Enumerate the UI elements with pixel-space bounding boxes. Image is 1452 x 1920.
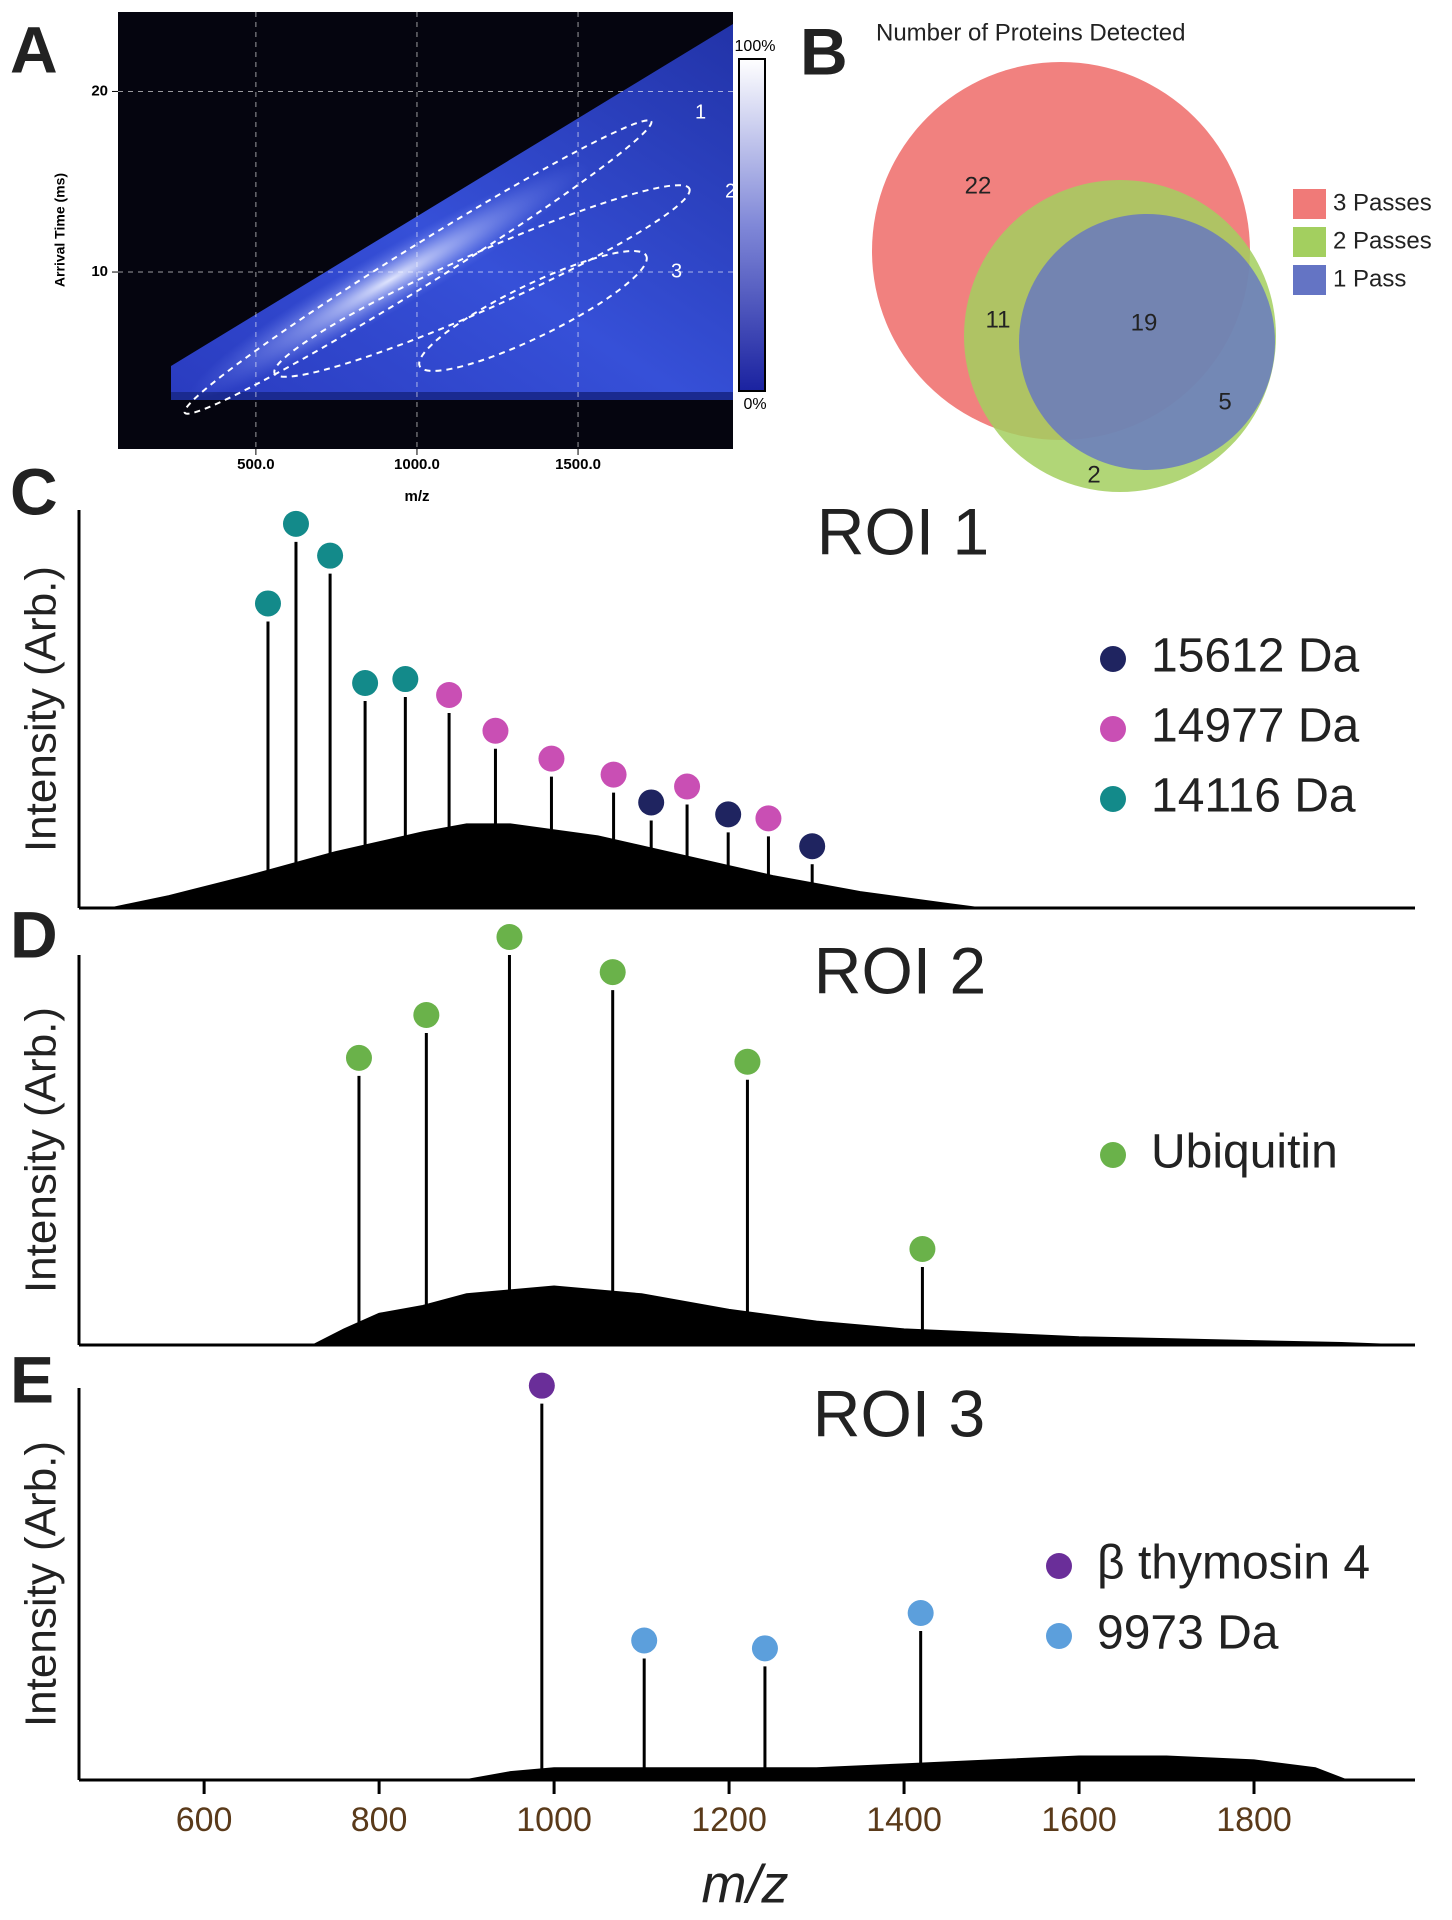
legend-marker <box>1046 1553 1072 1579</box>
region-outline <box>418 250 648 372</box>
y-axis-label: Arrival Time (ms) <box>52 173 68 287</box>
venn-count: 19 <box>1131 309 1158 336</box>
spectrum-envelope <box>112 823 979 909</box>
colorbar <box>738 58 766 392</box>
x-tick-label: 1400 <box>866 1801 942 1839</box>
legend-label: 9973 Da <box>1097 1607 1279 1660</box>
peak-marker <box>751 1635 778 1662</box>
y-tick-label: 20 <box>91 82 108 99</box>
legend-marker <box>1100 786 1126 812</box>
peak-marker <box>317 542 344 569</box>
x-tick-label: 500.0 <box>237 456 275 473</box>
legend-label: β thymosin 4 <box>1097 1537 1370 1590</box>
x-tick-label: 800 <box>351 1801 408 1839</box>
panel-title: ROI 2 <box>814 933 986 1007</box>
peak-marker <box>345 1044 372 1071</box>
venn-count: 5 <box>1218 388 1231 415</box>
legend-label: 2 Passes <box>1333 227 1432 254</box>
y-axis-label: Intensity (Arb.) <box>17 566 66 852</box>
panel-letters: A B C D E <box>10 12 848 1416</box>
peak-marker <box>413 1002 440 1028</box>
peak-marker <box>482 717 509 744</box>
y-tick-label: 10 <box>91 263 108 280</box>
heatmap-floor <box>171 392 733 400</box>
peak-marker <box>538 745 565 772</box>
region-label: 1 <box>695 101 706 123</box>
panel-letter: D <box>10 897 58 971</box>
y-axis-label: Intensity (Arb.) <box>17 1441 66 1727</box>
venn-set <box>1019 214 1275 470</box>
x-tick-label: 1000.0 <box>394 456 440 473</box>
peak-marker <box>715 801 742 828</box>
legend-swatch <box>1293 189 1326 219</box>
legend-marker <box>1100 646 1126 672</box>
y-axis-label: Intensity (Arb.) <box>17 1007 66 1293</box>
panel-letter: A <box>10 12 58 86</box>
peak-marker <box>254 590 281 617</box>
legend-marker <box>1100 716 1126 742</box>
x-axis-label: m/z <box>404 488 429 505</box>
legend-marker <box>1046 1623 1072 1649</box>
regions <box>183 119 691 415</box>
legend-label: 14116 Da <box>1151 770 1356 823</box>
legend-marker <box>1100 1142 1126 1168</box>
peak-marker <box>799 833 826 860</box>
legend-label: 15612 Da <box>1151 630 1359 683</box>
peak-marker <box>392 666 419 693</box>
x-tick-label: 1200 <box>691 1801 767 1839</box>
peak-marker <box>352 670 379 697</box>
spectrum-envelope <box>313 1285 1395 1346</box>
x-tick-label: 1500.0 <box>555 456 601 473</box>
panel-title: ROI 3 <box>813 1376 985 1450</box>
x-tick-label: 1000 <box>516 1801 592 1839</box>
panel-title: ROI 1 <box>817 494 989 568</box>
peak-marker <box>631 1627 658 1654</box>
peak-marker <box>528 1372 555 1399</box>
region-label: 2 <box>725 180 736 202</box>
peak-marker <box>734 1048 761 1075</box>
panel-letter: B <box>800 14 848 88</box>
venn-count: 11 <box>986 306 1011 333</box>
peak-marker <box>496 924 523 950</box>
legend-swatch <box>1293 265 1326 295</box>
legend-swatch <box>1293 227 1326 257</box>
panel-letter: C <box>10 454 58 528</box>
region-outline <box>183 119 653 415</box>
x-axis-label: m/z <box>702 1854 789 1914</box>
x-tick-label: 600 <box>176 1801 233 1839</box>
peak-marker <box>674 773 701 800</box>
venn-count: 22 <box>965 172 992 199</box>
peak-marker <box>436 681 463 708</box>
x-tick-label: 1800 <box>1216 1801 1292 1839</box>
spectrum-envelope <box>466 1755 1347 1781</box>
legend-label: 1 Pass <box>1333 265 1406 292</box>
venn-count: 2 <box>1087 461 1100 488</box>
region-labels: 1 2 3 <box>671 101 736 282</box>
peak-marker <box>282 510 309 537</box>
legend-label: 3 Passes <box>1333 189 1432 216</box>
colorbar-label: 0% <box>743 396 766 413</box>
venn-title: Number of Proteins Detected <box>876 19 1185 46</box>
peak-marker <box>600 761 627 788</box>
legend-label: Ubiquitin <box>1151 1126 1338 1179</box>
peak-marker <box>599 959 626 986</box>
colorbar-label: 100% <box>735 38 776 55</box>
panel-letter: E <box>10 1342 54 1416</box>
peak-marker <box>638 789 665 816</box>
peak-marker <box>909 1236 936 1262</box>
region-outline <box>273 184 691 378</box>
legend-label: 14977 Da <box>1151 700 1359 753</box>
x-tick-label: 1600 <box>1041 1801 1117 1839</box>
peak-marker <box>755 805 782 832</box>
peak-marker <box>907 1600 934 1627</box>
heatmap-glow <box>190 162 590 398</box>
region-label: 3 <box>671 260 682 282</box>
